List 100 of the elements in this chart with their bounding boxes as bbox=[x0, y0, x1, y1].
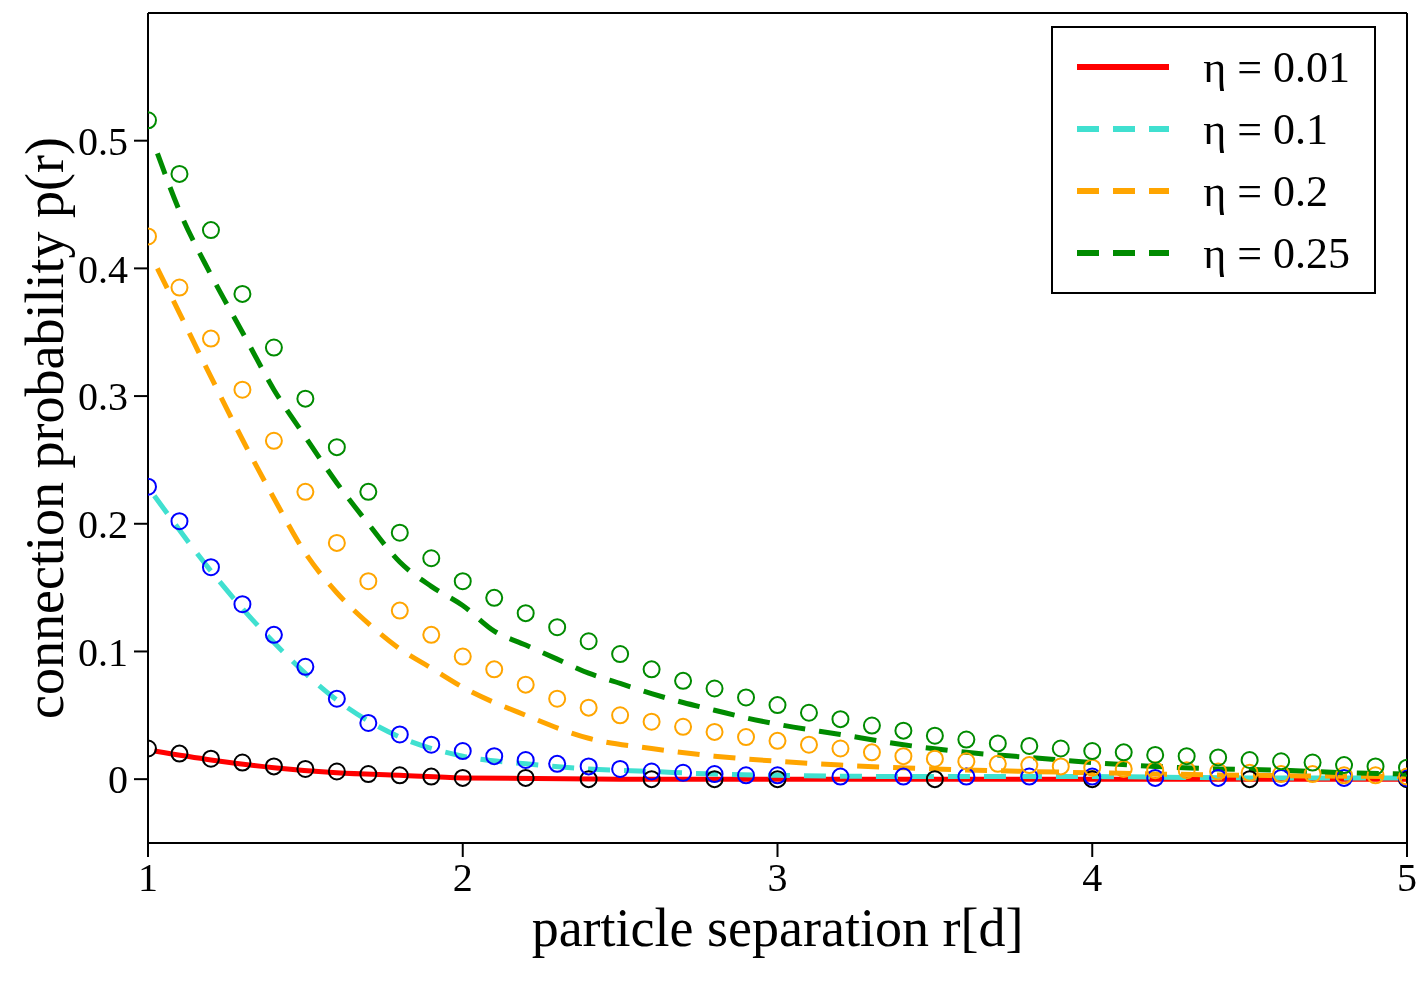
point bbox=[1272, 752, 1291, 771]
point bbox=[485, 588, 504, 607]
point bbox=[894, 721, 913, 740]
point bbox=[862, 743, 881, 762]
point bbox=[705, 722, 724, 741]
point bbox=[422, 767, 441, 786]
point bbox=[233, 595, 252, 614]
x-tick-label: 5 bbox=[1397, 855, 1417, 901]
legend-label: η = 0.25 bbox=[1203, 227, 1350, 279]
point bbox=[862, 716, 881, 735]
point bbox=[1177, 747, 1196, 766]
point bbox=[642, 770, 661, 789]
point bbox=[1146, 745, 1165, 764]
point bbox=[264, 757, 283, 776]
point bbox=[485, 660, 504, 679]
point bbox=[1303, 753, 1322, 772]
point bbox=[737, 728, 756, 747]
point bbox=[548, 689, 567, 708]
point bbox=[1020, 767, 1039, 786]
point bbox=[925, 749, 944, 768]
point bbox=[674, 763, 693, 782]
point bbox=[233, 380, 252, 399]
point bbox=[170, 744, 189, 763]
point bbox=[1083, 742, 1102, 761]
point bbox=[925, 770, 944, 789]
point bbox=[327, 438, 346, 457]
legend-label: η = 0.1 bbox=[1203, 103, 1328, 155]
point bbox=[674, 717, 693, 736]
point bbox=[1209, 748, 1228, 767]
point bbox=[768, 770, 787, 789]
point bbox=[831, 710, 850, 729]
point bbox=[1177, 761, 1196, 780]
point bbox=[1020, 756, 1039, 775]
point bbox=[831, 767, 850, 786]
y-axis-title: connection probability p(r) bbox=[15, 137, 76, 719]
point bbox=[1209, 762, 1228, 781]
x-tick-label: 1 bbox=[138, 855, 158, 901]
point bbox=[170, 512, 189, 531]
point bbox=[485, 747, 504, 766]
point bbox=[831, 739, 850, 758]
point bbox=[1335, 756, 1354, 775]
x-tick-label: 4 bbox=[1082, 855, 1103, 901]
point bbox=[988, 754, 1007, 773]
point bbox=[737, 688, 756, 707]
point bbox=[296, 657, 315, 676]
point bbox=[1240, 751, 1259, 769]
point bbox=[705, 770, 724, 789]
point bbox=[359, 572, 378, 591]
y-tick-label: 0.1 bbox=[78, 629, 128, 675]
y-tick-label: 0.3 bbox=[78, 374, 128, 420]
point bbox=[705, 765, 724, 784]
point bbox=[390, 766, 409, 785]
point bbox=[642, 762, 661, 781]
point bbox=[296, 389, 315, 408]
legend-label: η = 0.01 bbox=[1203, 41, 1350, 93]
point bbox=[894, 747, 913, 766]
point bbox=[1366, 757, 1385, 776]
point bbox=[579, 757, 598, 776]
point bbox=[737, 766, 756, 785]
point bbox=[1146, 768, 1165, 787]
point bbox=[799, 735, 818, 754]
y-tick-label: 0 bbox=[108, 757, 128, 803]
point bbox=[1020, 736, 1039, 755]
point bbox=[296, 759, 315, 778]
point bbox=[264, 338, 283, 357]
point bbox=[548, 754, 567, 773]
point bbox=[642, 660, 661, 679]
point bbox=[957, 767, 976, 786]
point bbox=[233, 753, 252, 772]
point bbox=[516, 751, 535, 769]
point bbox=[201, 749, 220, 768]
point bbox=[674, 671, 693, 690]
point bbox=[1114, 743, 1133, 762]
point bbox=[611, 759, 630, 778]
point bbox=[327, 689, 346, 708]
point bbox=[768, 696, 787, 715]
point bbox=[233, 284, 252, 303]
point bbox=[390, 523, 409, 542]
y-tick-label: 0.2 bbox=[78, 501, 128, 547]
point bbox=[611, 706, 630, 725]
point bbox=[579, 698, 598, 717]
point bbox=[264, 431, 283, 450]
point bbox=[1240, 770, 1259, 789]
point bbox=[422, 625, 441, 644]
point bbox=[1366, 766, 1385, 785]
point bbox=[296, 482, 315, 501]
point bbox=[201, 329, 220, 348]
point bbox=[957, 730, 976, 749]
point bbox=[170, 278, 189, 297]
point bbox=[170, 164, 189, 183]
point bbox=[201, 558, 220, 577]
point bbox=[579, 770, 598, 789]
point bbox=[1051, 739, 1070, 758]
point bbox=[642, 712, 661, 731]
point bbox=[705, 679, 724, 698]
legend-label: η = 0.2 bbox=[1203, 165, 1328, 217]
point bbox=[1303, 765, 1322, 784]
point bbox=[925, 726, 944, 745]
point bbox=[453, 647, 472, 666]
x-tick-label: 2 bbox=[452, 855, 473, 901]
